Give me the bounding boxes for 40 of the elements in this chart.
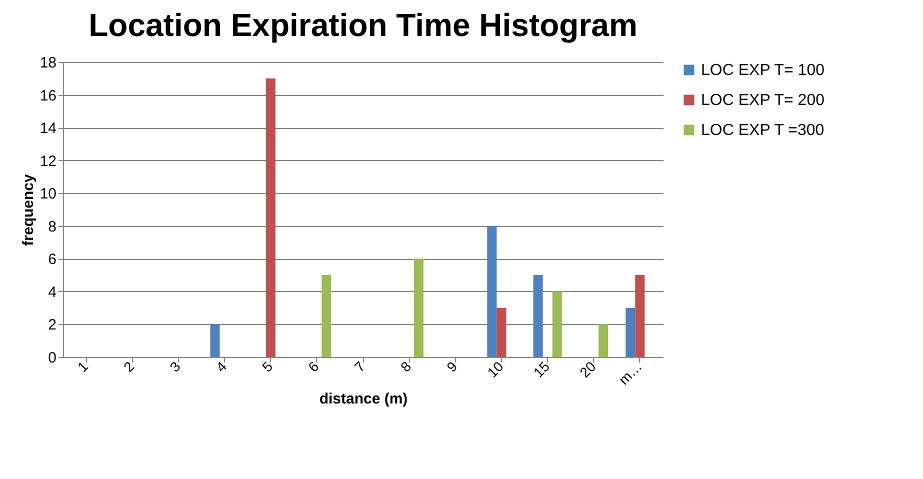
x-tick-label: 9 (443, 358, 460, 375)
x-tick-label: 4 (212, 358, 230, 375)
bar (635, 275, 645, 357)
y-tick-label: 18 (40, 54, 56, 72)
x-tick-label: 10 (484, 358, 507, 380)
y-axis-title: frequency (20, 174, 37, 246)
bar (210, 324, 220, 357)
y-tick-label: 8 (48, 218, 56, 236)
x-tick-label: 8 (397, 358, 414, 375)
y-tick-label: 0 (48, 350, 56, 366)
bar (266, 78, 276, 357)
x-tick-label: 6 (304, 358, 322, 375)
legend-label: LOC EXP T= 200 (701, 92, 825, 109)
y-tick-label: 6 (48, 251, 56, 268)
chart-title: Location Expiration Time Histogram (88, 7, 638, 43)
legend-label: LOC EXP T= 100 (701, 62, 825, 79)
x-tick-label: 3 (166, 358, 184, 375)
bar (626, 308, 636, 357)
bar (533, 275, 543, 357)
x-tick-label: 15 (530, 358, 553, 380)
legend-label: LOC EXP T =300 (701, 122, 824, 139)
x-tick-label: m… (615, 358, 645, 388)
x-tick-label: 1 (74, 358, 92, 375)
y-tick-label: 4 (48, 284, 56, 301)
bar (552, 291, 562, 357)
y-tick-label: 16 (40, 87, 56, 104)
x-tick-label: 2 (120, 358, 138, 375)
bar (414, 258, 424, 357)
bar (487, 226, 497, 357)
y-tick-label: 12 (40, 152, 56, 170)
y-tick-label: 2 (48, 316, 56, 334)
y-tick-label: 14 (40, 120, 56, 138)
bar (322, 275, 332, 357)
x-tick-label: 5 (258, 358, 276, 375)
x-axis-title: distance (m) (319, 390, 408, 408)
y-tick-label: 10 (40, 186, 56, 203)
bar (496, 308, 506, 357)
bar (598, 324, 608, 357)
x-tick-label: 20 (576, 358, 599, 380)
x-tick-label: 7 (351, 358, 368, 375)
